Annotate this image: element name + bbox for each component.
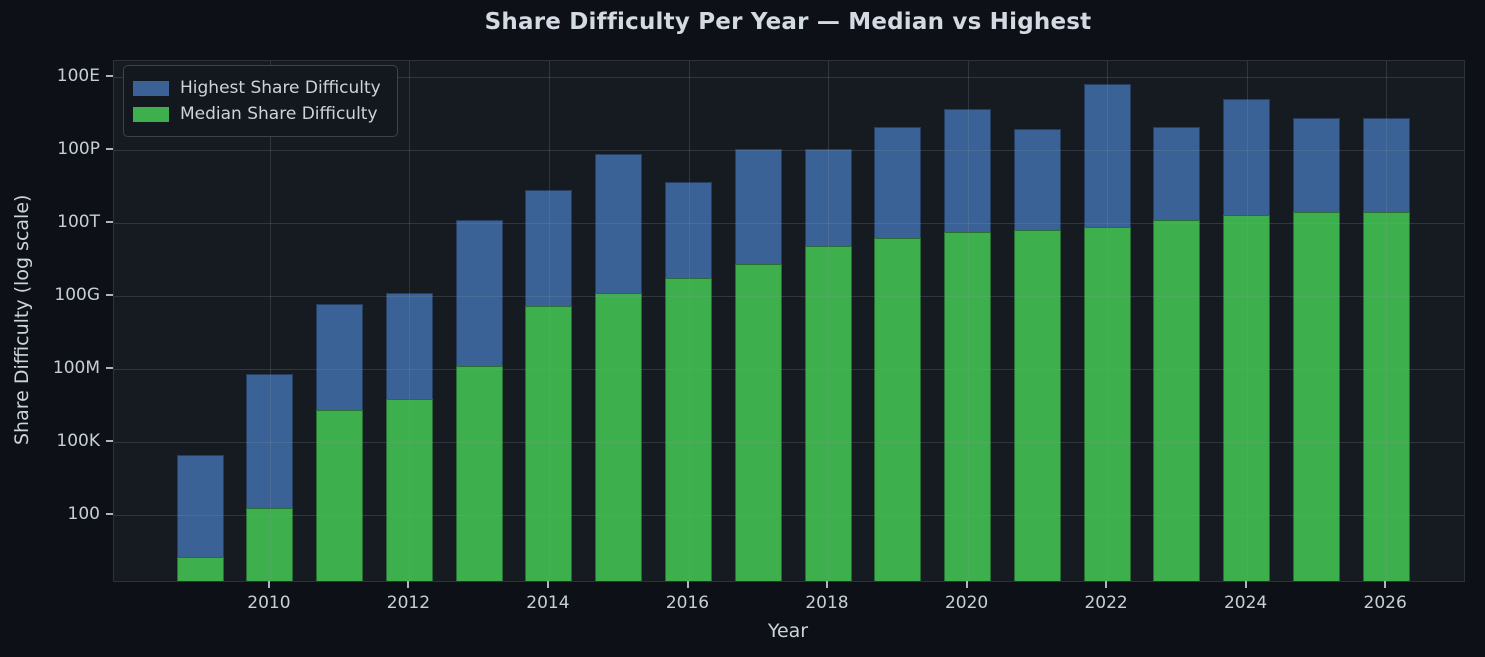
- bar-median-2017: [734, 263, 782, 581]
- x-tick-2012: [407, 581, 410, 588]
- legend-swatch-highest: [133, 80, 169, 96]
- x-tick-label-2024: 2024: [1223, 593, 1268, 613]
- v-gridline-2024: [1246, 61, 1248, 581]
- x-axis-label: Year: [767, 620, 809, 642]
- y-tick-label-100M: 100M: [52, 358, 100, 379]
- y-tick-label-100K: 100K: [56, 431, 100, 452]
- y-tick-100E: [106, 75, 113, 78]
- x-tick-2016: [686, 581, 689, 588]
- x-tick-2026: [1384, 581, 1387, 588]
- v-gridline-2010: [269, 61, 271, 581]
- h-gridline-100: [114, 515, 1464, 517]
- bar-median-2010: [246, 507, 294, 581]
- v-gridline-2012: [409, 61, 411, 581]
- x-tick-label-2014: 2014: [526, 593, 570, 613]
- v-gridline-2022: [1107, 61, 1109, 581]
- bar-median-2020: [944, 232, 992, 581]
- bar-median-2026: [1362, 211, 1410, 581]
- y-tick-100T: [106, 221, 113, 224]
- y-axis-label: Share Difficulty (log scale): [11, 194, 33, 446]
- x-tick-label-2012: 2012: [386, 593, 431, 613]
- x-tick-2018: [826, 581, 828, 588]
- legend: Highest Share Difficulty Median Share Dif…: [123, 65, 398, 137]
- x-tick-2010: [267, 581, 270, 588]
- grid-layer: [114, 61, 1464, 581]
- bar-median-2016: [664, 278, 712, 581]
- bar-median-2022: [1083, 226, 1131, 581]
- bar-median-2013: [455, 366, 503, 581]
- x-tick-label-2026: 2026: [1363, 593, 1407, 613]
- bar-median-2018: [804, 245, 852, 581]
- legend-swatch-median: [133, 106, 169, 122]
- y-tick-label-100T: 100T: [57, 212, 100, 233]
- legend-item-median: Median Share Difficulty: [133, 101, 381, 127]
- legend-label-median: Median Share Difficulty: [180, 104, 378, 124]
- x-tick-2024: [1244, 581, 1247, 588]
- h-gridline-100E: [114, 77, 1464, 79]
- y-tick-100P: [106, 148, 113, 151]
- h-gridline-100T: [114, 223, 1464, 225]
- y-tick-label-100: 100: [67, 504, 100, 525]
- x-tick-label-2018: 2018: [805, 593, 849, 613]
- plot-area: Highest Share Difficulty Median Share Dif…: [113, 60, 1465, 582]
- y-tick-100G: [106, 294, 113, 297]
- bar-median-2024: [1223, 215, 1271, 581]
- x-tick-2020: [965, 581, 968, 588]
- v-gridline-2014: [548, 61, 550, 581]
- bar-median-2012: [385, 398, 433, 581]
- bar-median-2011: [316, 410, 364, 581]
- v-gridline-2026: [1386, 61, 1388, 581]
- v-gridline-2018: [828, 61, 829, 581]
- h-gridline-100M: [114, 369, 1464, 371]
- x-tick-label-2022: 2022: [1084, 593, 1128, 613]
- x-tick-label-2010: 2010: [247, 593, 291, 613]
- bar-median-2019: [874, 237, 922, 581]
- legend-label-highest: Highest Share Difficulty: [180, 78, 381, 98]
- h-gridline-100K: [114, 442, 1464, 444]
- bar-median-2023: [1153, 219, 1201, 581]
- chart-title: Share Difficulty Per Year — Median vs Hi…: [484, 9, 1092, 35]
- y-tick-label-100G: 100G: [54, 285, 100, 306]
- v-gridline-2016: [688, 61, 690, 581]
- h-gridline-100G: [114, 296, 1464, 298]
- y-tick-100M: [106, 367, 113, 370]
- bar-median-2021: [1013, 230, 1061, 581]
- legend-item-highest: Highest Share Difficulty: [133, 75, 381, 101]
- x-tick-label-2016: 2016: [665, 593, 710, 613]
- bar-median-2015: [595, 292, 643, 581]
- x-tick-label-2020: 2020: [944, 593, 989, 613]
- h-gridline-100P: [114, 150, 1464, 152]
- x-tick-2022: [1105, 581, 1108, 588]
- x-tick-2014: [546, 581, 549, 588]
- y-tick-100K: [106, 440, 113, 443]
- bar-median-2009: [176, 556, 224, 581]
- bars-layer: [114, 61, 1464, 581]
- bar-median-2014: [525, 305, 573, 581]
- y-tick-label-100E: 100E: [56, 66, 100, 87]
- y-tick-label-100P: 100P: [57, 139, 100, 160]
- bar-median-2025: [1292, 211, 1340, 581]
- y-tick-100: [106, 513, 113, 516]
- v-gridline-2020: [967, 61, 969, 581]
